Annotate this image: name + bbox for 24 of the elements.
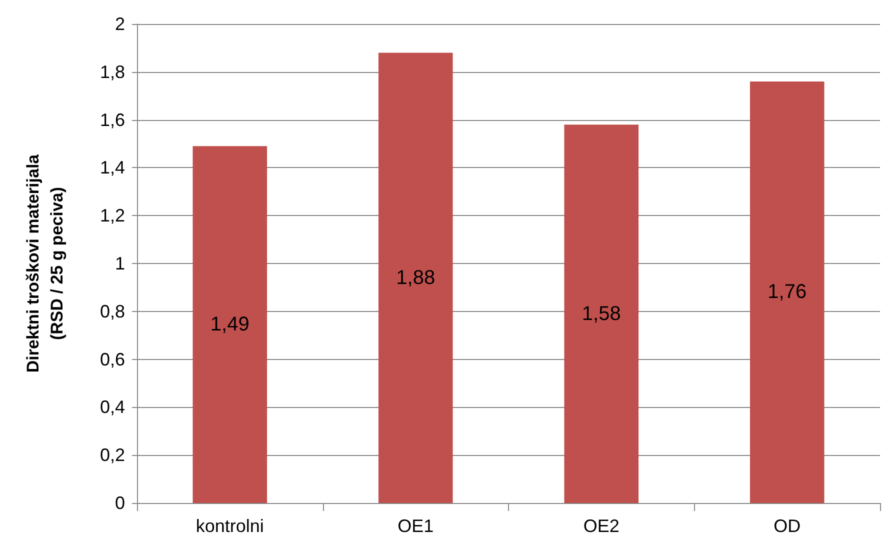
y-tick-label: 0,6: [100, 349, 125, 370]
data-label: 1,58: [582, 302, 621, 325]
y-tick-label: 1,8: [100, 62, 125, 82]
y-tick-label: 1,2: [100, 206, 125, 226]
x-tick-label: kontrolni: [196, 516, 264, 536]
bar: [192, 146, 268, 503]
data-label: 1,76: [768, 281, 807, 304]
data-label: 1,88: [396, 266, 436, 289]
y-tick-label: 2: [114, 14, 125, 34]
bar: [564, 124, 639, 503]
y-tick-label: 1,4: [100, 158, 125, 178]
x-tick-label: OE2: [583, 516, 620, 536]
bar: [750, 81, 824, 503]
y-tick-label: 0,8: [100, 301, 125, 322]
y-tick-label: 0: [114, 493, 125, 513]
y-tick-label: 1,6: [100, 110, 125, 130]
x-tick-label: OD: [774, 516, 801, 536]
y-tick-label: 0,2: [100, 445, 125, 466]
y-axis-title: Direktni troškovi materijala (RSD / 25 g peciva): [24, 154, 66, 373]
x-tick-label: OE1: [398, 516, 434, 536]
bar: [378, 52, 453, 503]
y-tick-label: 0,4: [100, 397, 125, 418]
data-label: 1,49: [210, 314, 250, 336]
y-tick-label: 1: [114, 254, 125, 274]
